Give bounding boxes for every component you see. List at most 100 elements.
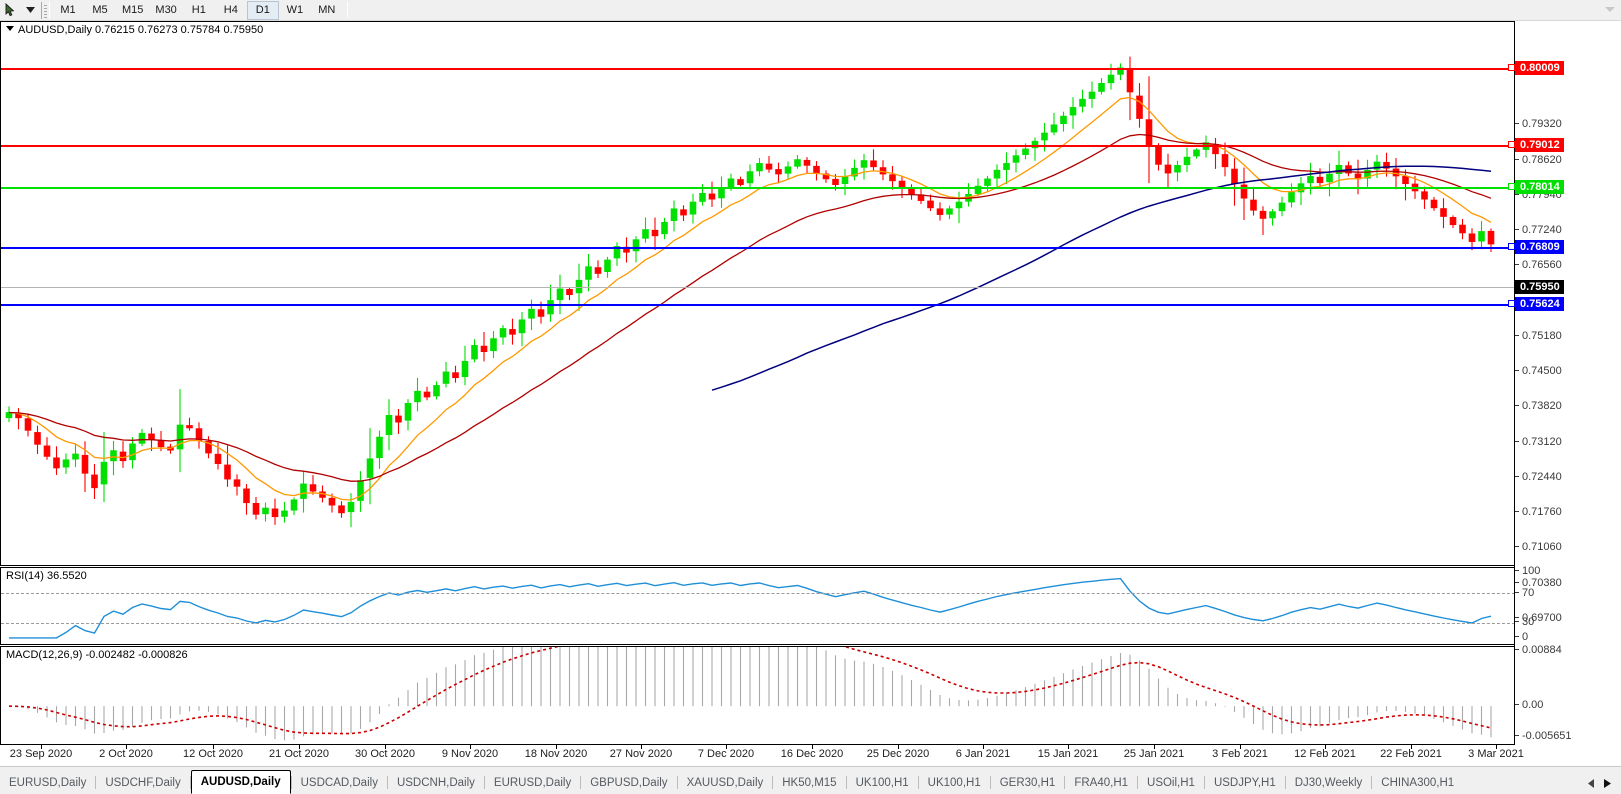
chart-tab-usdcad-daily[interactable]: USDCAD,Daily — [300, 777, 378, 789]
toolbar-divider — [346, 2, 348, 18]
candle-body — [1069, 107, 1077, 116]
chevron-right-icon[interactable] — [1599, 772, 1615, 794]
rsi-line — [9, 577, 1492, 639]
candle-body — [24, 418, 32, 431]
timeframe-d1[interactable]: D1 — [246, 0, 279, 20]
cursor-dropdown-icon[interactable] — [22, 1, 38, 20]
candle-body — [1098, 82, 1105, 92]
price-tick: 0.70380 — [1514, 577, 1619, 589]
tab-divider — [290, 776, 292, 789]
candle-body — [1050, 124, 1058, 133]
marker-handle[interactable] — [1508, 183, 1515, 190]
toolbar-grip[interactable] — [41, 1, 50, 19]
candle-body — [1259, 210, 1267, 219]
time-tick — [385, 745, 386, 749]
time-tick — [1154, 745, 1155, 749]
candle-body — [775, 169, 782, 175]
candle-body — [528, 308, 535, 319]
level-line-r2[interactable] — [1, 145, 1514, 147]
timeframe-w1[interactable]: W1 — [286, 4, 304, 16]
chart-tab-bar[interactable]: EURUSD,Daily USDCHF,Daily AUDUSD,Daily USDC… — [0, 766, 1621, 794]
candle-body — [5, 412, 13, 419]
chart-tab-uk100-h1[interactable]: UK100,H1 — [855, 777, 909, 789]
price-marker-r1[interactable]: 0.80009 — [1508, 61, 1564, 75]
time-tick — [41, 745, 42, 749]
candle-body — [556, 288, 564, 301]
level-line-p1[interactable] — [1, 187, 1514, 189]
candle-body — [395, 415, 402, 423]
timeframe-h4[interactable]: H4 — [223, 4, 238, 16]
time-scale[interactable]: 23 Sep 2020 2 Oct 2020 12 Oct 2020 21 Oct 2… — [0, 745, 1621, 766]
chart-tab-usdchf-daily[interactable]: USDCHF,Daily — [105, 777, 181, 789]
candle-body — [1060, 115, 1067, 125]
level-line-cur[interactable] — [1, 287, 1514, 288]
marker-handle[interactable] — [1508, 300, 1515, 307]
price-marker-s1[interactable]: 0.76809 — [1508, 240, 1564, 254]
candle-body — [594, 267, 602, 274]
candle-body — [955, 201, 963, 209]
marker-handle[interactable] — [1508, 141, 1515, 148]
marker-handle[interactable] — [1508, 243, 1515, 250]
chart-tab-gbpusd-daily[interactable]: GBPUSD,Daily — [590, 777, 668, 789]
chart-tab-fra40-h1[interactable]: FRA40,H1 — [1074, 777, 1129, 789]
chart-tab-uk100-h1[interactable]: UK100,H1 — [927, 777, 981, 789]
chart-tab-usdjpy-h1[interactable]: USDJPY,H1 — [1213, 777, 1276, 789]
marker-handle[interactable] — [1508, 64, 1515, 71]
candle-body — [1183, 156, 1191, 166]
chevron-left-icon[interactable] — [1583, 772, 1599, 794]
tab-divider — [917, 776, 919, 789]
chart-tab-usoil-h1[interactable]: USOil,H1 — [1147, 777, 1195, 789]
candle-body — [176, 424, 184, 450]
candle-body — [651, 229, 659, 237]
crosshair-cursor-icon[interactable] — [0, 1, 22, 20]
timeframe-h1[interactable]: H1 — [191, 4, 206, 16]
candle-body — [281, 510, 288, 517]
chart-tab-hk50-m15[interactable]: HK50,M15 — [782, 777, 837, 789]
macd-pane[interactable]: MACD(12,26,9) -0.002482 -0.000826 — [0, 646, 1621, 745]
candle-body — [1145, 119, 1153, 146]
candle-body — [1316, 176, 1324, 184]
chart-area[interactable]: AUDUSD,Daily 0.76215 0.76273 0.75784 0.7… — [0, 21, 1621, 766]
candle-body — [984, 178, 991, 186]
chart-tab-china300-h1[interactable]: CHINA300,H1 — [1381, 777, 1455, 789]
price-marker-r2[interactable]: 0.79012 — [1508, 138, 1564, 152]
time-tick — [1325, 745, 1326, 749]
candle-body — [366, 458, 374, 478]
level-line-r1[interactable] — [1, 68, 1514, 70]
level-line-s1[interactable] — [1, 247, 1514, 249]
price-marker-cur[interactable]: 0.75950 — [1515, 280, 1564, 294]
price-pane[interactable]: AUDUSD,Daily 0.76215 0.76273 0.75784 0.7… — [0, 21, 1621, 566]
candle-body — [1402, 176, 1409, 185]
price-marker-p1[interactable]: 0.78014 — [1508, 180, 1564, 194]
candle-body — [262, 507, 269, 515]
chart-tab-usdcnh-daily[interactable]: USDCNH,Daily — [396, 777, 475, 789]
candle-body — [72, 453, 79, 460]
level-line-s2[interactable] — [1, 304, 1514, 306]
chart-tab-eurusd-daily[interactable]: EURUSD,Daily — [9, 777, 87, 789]
timeframe-m30[interactable]: M30 — [155, 4, 177, 16]
price-scale[interactable]: 0.79320 0.78620 0.77240 0.76560 0.75180 0.745… — [1508, 7, 1621, 766]
rsi-tick: 70 — [1514, 587, 1619, 599]
candle-body — [1240, 184, 1248, 199]
symbol-header[interactable]: AUDUSD,Daily 0.76215 0.76273 0.75784 0.7… — [6, 24, 267, 36]
chart-tab-eurusd-daily[interactable]: EURUSD,Daily — [493, 777, 572, 789]
timeframe-m15[interactable]: M15 — [122, 4, 144, 16]
rsi-pane[interactable]: RSI(14) 36.5520 — [0, 567, 1621, 645]
timeframe-mn[interactable]: MN — [318, 4, 336, 16]
time-label: 25 Dec 2020 — [866, 748, 930, 760]
price-marker-s2[interactable]: 0.75624 — [1508, 297, 1564, 311]
time-label: 3 Feb 2021 — [1212, 748, 1268, 760]
chart-tab-xauusd-daily[interactable]: XAUUSD,Daily — [686, 777, 764, 789]
timeframe-m1[interactable]: M1 — [60, 4, 76, 16]
timeframe-m5[interactable]: M5 — [92, 4, 108, 16]
chart-tab-ger30-h1[interactable]: GER30,H1 — [999, 777, 1056, 789]
chart-tab-dj30-weekly[interactable]: DJ30,Weekly — [1294, 777, 1363, 789]
chart-tab-audusd-daily[interactable]: AUDUSD,Daily — [190, 770, 291, 794]
macd-plot — [1, 647, 1620, 744]
candle-body — [727, 178, 735, 188]
chart-shift-marker[interactable] — [1605, 7, 1615, 12]
time-label: 18 Nov 2020 — [524, 748, 588, 760]
candle-body — [490, 338, 497, 352]
collapse-caret-icon[interactable] — [6, 26, 14, 31]
